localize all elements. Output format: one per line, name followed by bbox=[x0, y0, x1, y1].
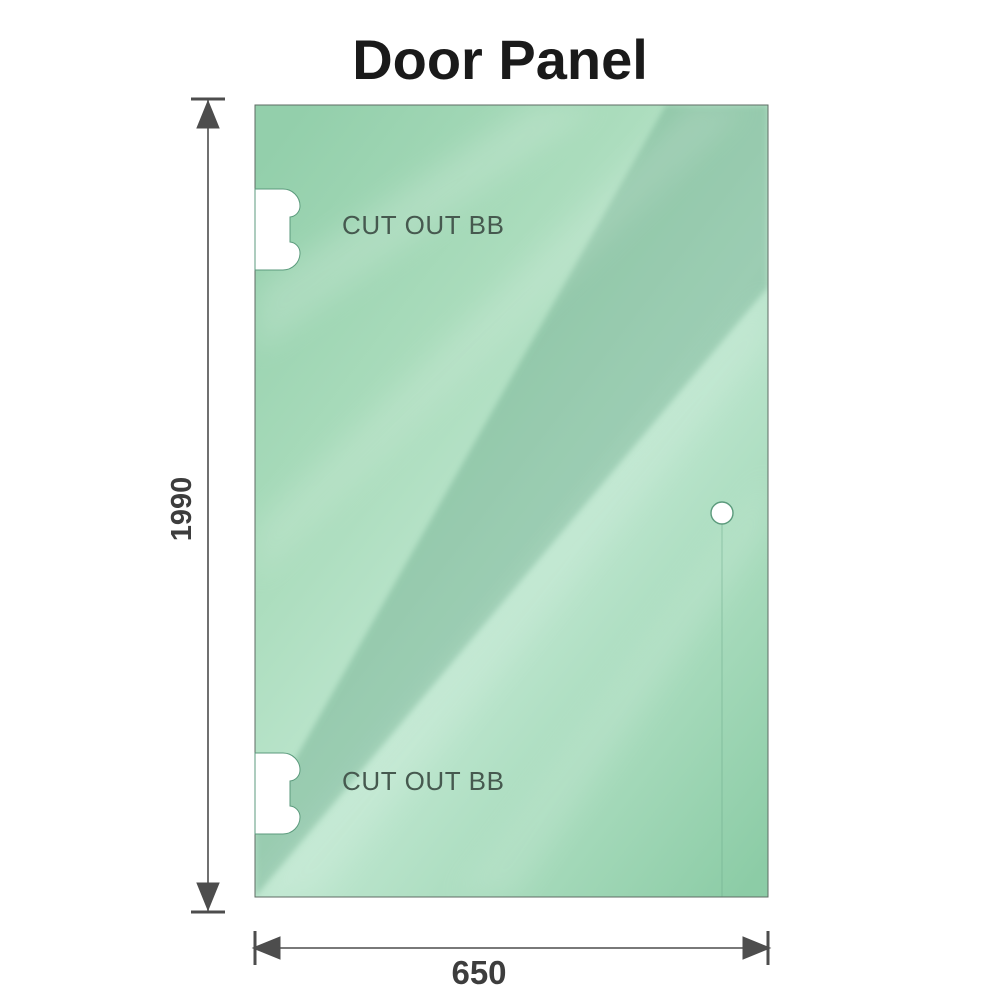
svg-text:CUT OUT BB: CUT OUT BB bbox=[342, 766, 505, 796]
svg-text:650: 650 bbox=[451, 954, 506, 991]
svg-text:1990: 1990 bbox=[166, 477, 198, 542]
svg-text:CUT OUT BB: CUT OUT BB bbox=[342, 210, 505, 240]
